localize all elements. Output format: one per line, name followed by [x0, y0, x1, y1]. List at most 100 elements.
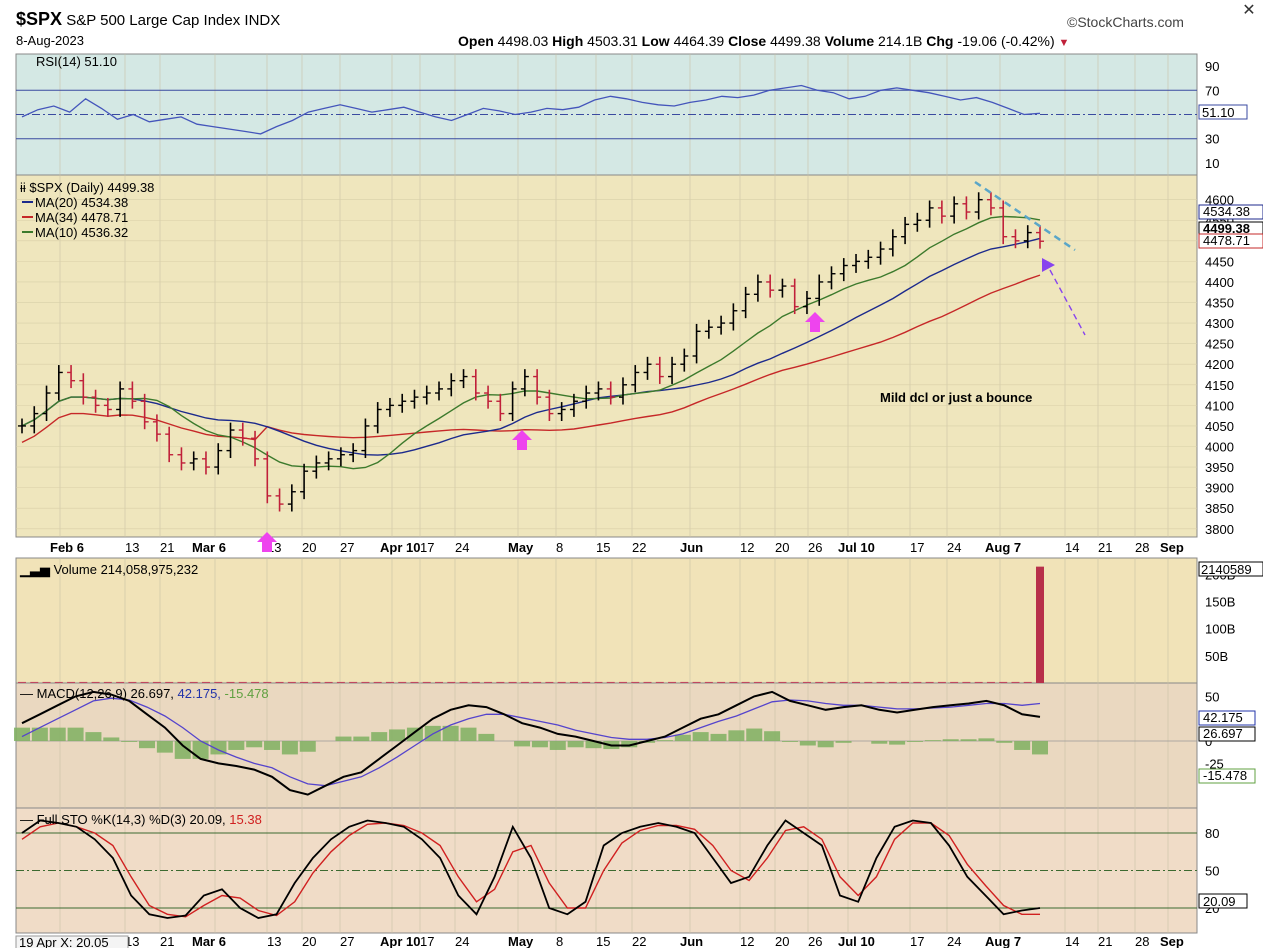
price-y-tick: 4000	[1205, 440, 1234, 455]
macd-histogram-bar	[85, 732, 102, 742]
volume-bar	[312, 681, 321, 683]
macd-histogram-bar	[871, 741, 888, 744]
sto-right-box	[1198, 893, 1248, 909]
macd-histogram-bar	[1032, 741, 1048, 755]
volume-bar	[422, 681, 431, 683]
x-tick-label-bottom: Mar 6	[192, 934, 226, 948]
price-title: ɨɨ $SPX (Daily) 4499.38	[20, 180, 154, 195]
macd-histogram-bar	[67, 727, 84, 742]
macd-histogram-bar	[246, 741, 263, 748]
macd-histogram-bar	[835, 741, 852, 743]
volume-bar	[618, 681, 627, 683]
price-y-tick: 4300	[1205, 316, 1234, 331]
volume-bar	[974, 681, 983, 683]
macd-y-tick: 0	[1205, 734, 1212, 749]
macd-histogram-bar	[960, 739, 977, 742]
sto-d-value: 15.38	[229, 812, 262, 827]
macd-histogram-bar	[460, 727, 477, 742]
macd-histogram-bar	[906, 741, 923, 742]
macd-right-label: 26.697	[1203, 726, 1243, 741]
x-tick-label-bottom: 13	[125, 934, 139, 948]
volume-bar	[569, 681, 578, 683]
sto-y-tick: 80	[1205, 826, 1219, 841]
x-tick-label: May	[508, 540, 534, 555]
panel-price-bg	[15, 174, 1198, 538]
x-tick-label: 28	[1135, 540, 1149, 555]
x-tick-label: 20	[775, 540, 789, 555]
macd-histogram-bar	[192, 741, 209, 759]
close-icon[interactable]: ✕	[1242, 2, 1256, 19]
volume-bar	[508, 681, 517, 683]
x-tick-label-bottom: 24	[455, 934, 469, 948]
high-label: High	[552, 33, 584, 49]
rsi-y-tick: 70	[1205, 83, 1219, 98]
volume-bar	[986, 681, 995, 683]
open-label: Open	[458, 33, 494, 49]
macd-histogram-bar	[567, 741, 584, 748]
volume-bar	[888, 681, 897, 683]
x-tick-label-bottom: 20	[775, 934, 789, 948]
volume-bar	[839, 681, 848, 683]
macd-histogram-bar	[621, 741, 638, 748]
macd-histogram-bar	[389, 729, 406, 742]
low-label: Low	[641, 33, 670, 49]
purple-arrow-dash	[1049, 269, 1086, 336]
macd-histogram-bar	[710, 733, 727, 742]
purple-arrow-head	[1042, 258, 1055, 272]
macd-histogram-bar	[156, 741, 173, 753]
x-tick-label-bottom: 27	[340, 934, 354, 948]
price-y-tick: 4350	[1205, 296, 1234, 311]
x-tick-label-bottom: 13	[267, 934, 281, 948]
volume-right-box	[1198, 561, 1263, 577]
x-tick-label-bottom: 17	[420, 934, 434, 948]
volume-bar	[152, 681, 161, 683]
volume-bar	[287, 681, 296, 683]
volume-bar	[950, 681, 959, 683]
price-y-tick: 4150	[1205, 378, 1234, 393]
x-tick-label-bottom: 28	[1135, 934, 1149, 948]
volume-bar	[128, 681, 137, 683]
sto-d-line	[21, 822, 1040, 918]
macd-right-label: 42.175	[1203, 710, 1243, 725]
macd-hist-value: -15.478	[225, 686, 269, 701]
hover-readout-box	[15, 935, 129, 948]
chg-label: Chg	[926, 33, 954, 49]
price-y-tick: 4050	[1205, 419, 1234, 434]
rsi-value-box	[1198, 104, 1248, 120]
sto-y-tick: 50	[1205, 864, 1219, 879]
volume-bar	[999, 681, 1008, 683]
volume-bar	[18, 681, 26, 683]
macd-histogram-bar	[139, 741, 156, 749]
macd-histogram-bar	[674, 734, 691, 742]
macd-histogram-bar	[656, 740, 673, 742]
volume-bar	[447, 681, 456, 683]
up-arrow-icon	[512, 430, 532, 450]
volume-bar	[741, 681, 750, 683]
x-tick-label: 15	[596, 540, 610, 555]
price-right-box	[1198, 233, 1263, 249]
volume-bar	[324, 681, 333, 683]
volume-bar	[520, 681, 529, 683]
volume-bar	[1036, 566, 1044, 683]
macd-histogram-bar	[514, 741, 531, 747]
x-tick-label-bottom: 26	[808, 934, 822, 948]
macd-signal-line	[21, 697, 1041, 787]
volume-bar	[692, 681, 701, 683]
x-tick-label: 17	[420, 540, 434, 555]
volume-bar	[962, 681, 971, 683]
x-tick-label: Mar 6	[192, 540, 226, 555]
x-tick-label: Jun	[680, 540, 703, 555]
volume-bar	[349, 681, 358, 683]
volume-bar	[67, 681, 76, 683]
sto-k-line	[21, 819, 1041, 919]
volume-bar	[42, 681, 51, 683]
volume-bar	[533, 681, 542, 683]
macd-histogram-bar	[406, 727, 423, 742]
legend-entry: MA(20) 4534.38	[35, 195, 128, 210]
macd-histogram-bar	[781, 741, 798, 742]
x-tick-label-bottom: May	[508, 934, 534, 948]
price-y-tick: 4100	[1205, 398, 1234, 413]
trend-line	[974, 180, 1076, 252]
volume-bar	[545, 681, 554, 683]
